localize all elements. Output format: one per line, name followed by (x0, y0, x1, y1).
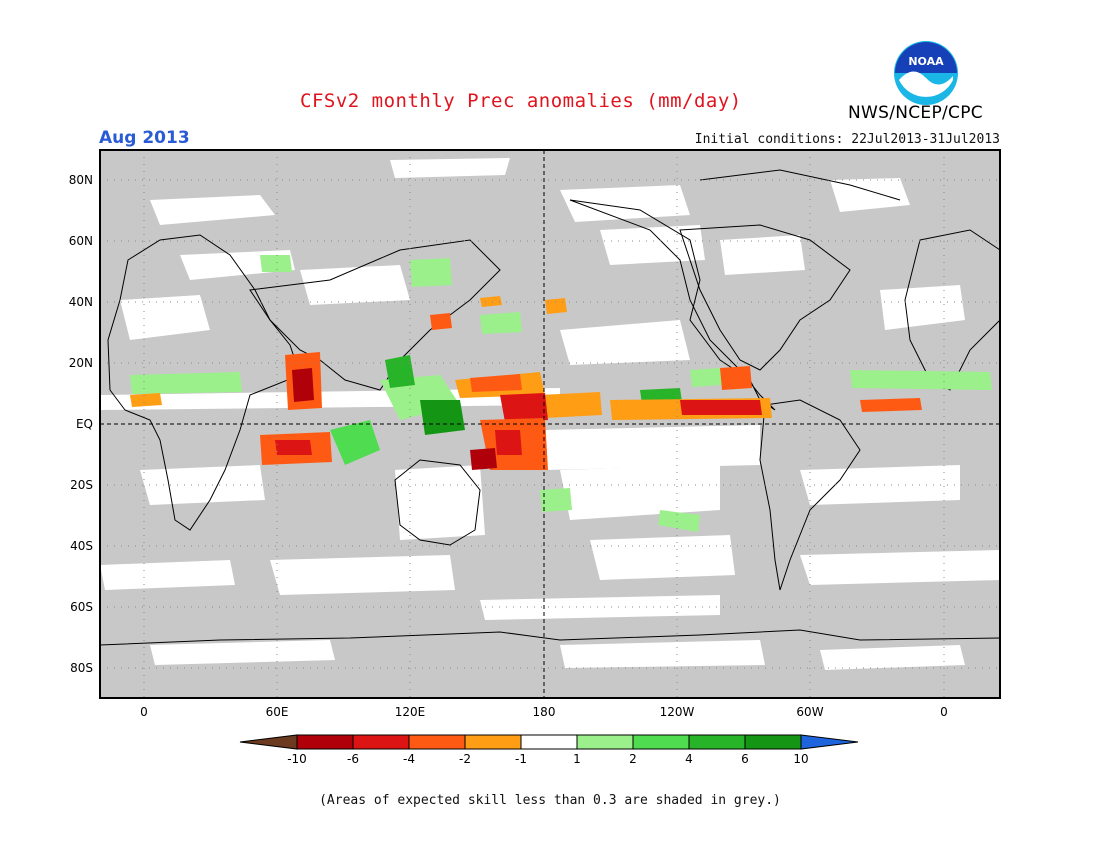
lon-label: 120E (395, 705, 426, 719)
colorbar-swatch (520, 734, 578, 750)
equator-dateline (100, 150, 1000, 698)
lon-label: 60E (266, 705, 289, 719)
lat-label: 40S (70, 539, 93, 553)
noaa-logo-text: NOAA (908, 55, 944, 68)
colorbar-tick: -10 (287, 752, 307, 766)
colorbar-tick: -2 (459, 752, 471, 766)
colorbar-tick: 4 (685, 752, 693, 766)
lon-label: 0 (940, 705, 948, 719)
colorbar-swatch (296, 734, 354, 750)
map-title: CFSv2 monthly Prec anomalies (mm/day) (300, 90, 742, 112)
dry-anomalies (130, 296, 922, 470)
map-frame (99, 149, 1001, 699)
lat-label: 20S (70, 478, 93, 492)
lat-label: 60N (69, 234, 93, 248)
initial-conditions: Initial conditions: 22Jul2013-31Jul2013 (694, 132, 1000, 147)
colorbar-swatch (744, 734, 802, 750)
agency-label: NWS/NCEP/CPC (848, 103, 983, 123)
forecast-month: Aug 2013 (99, 128, 190, 148)
colorbar-tick: -4 (403, 752, 415, 766)
lat-label: 80S (70, 661, 93, 675)
skill-footnote: (Areas of expected skill less than 0.3 a… (319, 793, 781, 808)
colorbar-swatch (352, 734, 410, 750)
colorbar-swatch (408, 734, 466, 750)
lon-label: 60W (796, 705, 823, 719)
colorbar-swatch (576, 734, 634, 750)
colorbar-tick: -1 (515, 752, 527, 766)
lat-label: 20N (69, 356, 93, 370)
colorbar-tick: -6 (347, 752, 359, 766)
colorbar-tick: 2 (629, 752, 637, 766)
lon-label: 120W (660, 705, 695, 719)
latitude-labels: 80N 60N 40N 20N EQ 20S 40S 60S 80S (69, 173, 93, 675)
colorbar-tick: 10 (793, 752, 808, 766)
noaa-logo: NOAA (894, 41, 958, 105)
colorbar (239, 734, 859, 750)
lat-label: 40N (69, 295, 93, 309)
lon-label: 0 (140, 705, 148, 719)
colorbar-swatch (688, 734, 746, 750)
longitude-labels: 0 60E 120E 180 120W 60W 0 (140, 705, 948, 719)
wet-anomalies (130, 255, 992, 532)
colorbar-tick-labels: -10 -6 -4 -2 -1 1 2 4 6 10 (287, 752, 808, 766)
lat-label: EQ (76, 417, 93, 431)
lon-label: 180 (533, 705, 556, 719)
colorbar-right-arrow (800, 734, 859, 750)
lat-label: 60S (70, 600, 93, 614)
colorbar-tick: 6 (741, 752, 749, 766)
colorbar-tick: 1 (573, 752, 581, 766)
colorbar-swatch (464, 734, 522, 750)
lat-label: 80N (69, 173, 93, 187)
colorbar-swatch (632, 734, 690, 750)
colorbar-left-arrow (239, 734, 298, 750)
